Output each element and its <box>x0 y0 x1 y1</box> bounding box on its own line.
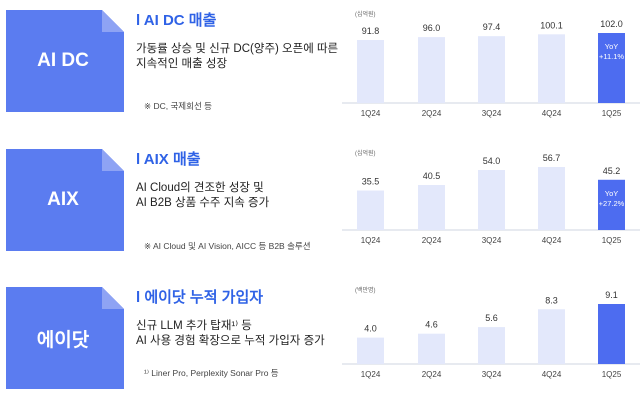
bar-chart-2: (십억원) 35.5 1Q24 40.5 2Q24 54.0 3Q24 56.7 4Q24 45.… <box>342 149 640 245</box>
yoy-label: +11.1% <box>599 52 624 61</box>
value-label: 4.0 <box>364 324 377 334</box>
bar <box>598 33 625 103</box>
description-line: AI Cloud의 견조한 성장 및 <box>136 182 264 194</box>
category-tab-label: AIX <box>47 189 79 210</box>
description-line: AI B2B 상품 수주 지속 증가 <box>136 197 270 209</box>
category-label: 1Q25 <box>602 109 622 118</box>
category-tab-label: 에이닷 <box>36 329 90 351</box>
description-line: AI 사용 경험 확장으로 누적 가입자 증가 <box>136 335 325 347</box>
category-label: 4Q24 <box>542 109 562 118</box>
footnote: ¹⁾ Liner Pro, Perplexity Sonar Pro 등 <box>144 368 279 378</box>
section-title: l AIX 매출 <box>136 151 201 168</box>
category-label: 2Q24 <box>422 370 442 379</box>
bar <box>538 34 565 103</box>
description-line: 가동률 상승 및 신규 DC(양주) 오픈에 따른 <box>136 43 339 55</box>
category-tab: AI DC <box>6 10 126 112</box>
bar-chart-3: (백만명) 4.0 1Q24 4.6 2Q24 5.6 3Q24 8.3 4Q24 9.1 1Q25 <box>342 286 640 379</box>
value-label: 8.3 <box>545 295 558 305</box>
value-label: 56.7 <box>543 153 561 163</box>
category-label: 4Q24 <box>542 236 562 245</box>
section-description: AI Cloud의 견조한 성장 및 AI B2B 상품 수주 지속 증가 <box>136 181 346 211</box>
value-label: 54.0 <box>483 156 501 166</box>
yoy-label: +27.2% <box>599 199 625 208</box>
value-label: 97.4 <box>483 22 501 32</box>
yoy-label: YoY <box>605 42 619 51</box>
bar <box>357 190 384 230</box>
bar <box>357 40 384 103</box>
value-label: 4.6 <box>425 320 438 330</box>
bar <box>538 167 565 230</box>
bar <box>478 327 505 364</box>
panel-2: AIX l AIX 매출 AI Cloud의 견조한 성장 및 AI B2B 상품 수… <box>0 139 640 264</box>
value-label: 91.8 <box>362 26 380 36</box>
category-label: 3Q24 <box>482 109 502 118</box>
bar <box>478 36 505 104</box>
section-title: l 에이닷 누적 가입자 <box>136 289 264 306</box>
bar <box>357 337 384 364</box>
footnote: ※ AI Cloud 및 AI Vision, AICC 등 B2B 솔루션 <box>144 241 311 251</box>
footnote: ※ DC, 국제회선 등 <box>144 101 212 111</box>
description-line: 신규 LLM 추가 탑재¹⁾ 등 <box>136 320 252 332</box>
category-label: 1Q25 <box>602 370 622 379</box>
description-line: 지속적인 매출 성장 <box>136 58 228 70</box>
category-label: 4Q24 <box>542 370 562 379</box>
section-title: l AI DC 매출 <box>136 12 217 29</box>
value-label: 96.0 <box>423 23 441 33</box>
value-label: 100.1 <box>540 20 563 30</box>
bar <box>478 170 505 230</box>
bar <box>598 179 625 230</box>
category-label: 2Q24 <box>422 109 442 118</box>
bar <box>418 333 445 364</box>
category-label: 1Q24 <box>361 370 381 379</box>
category-label: 1Q24 <box>361 109 381 118</box>
section-description: 신규 LLM 추가 탑재¹⁾ 등 AI 사용 경험 확장으로 누적 가입자 증가 <box>136 319 346 349</box>
value-label: 45.2 <box>603 166 621 176</box>
value-label: 35.5 <box>362 177 380 187</box>
bar <box>418 185 445 230</box>
category-tab: 에이닷 <box>6 287 126 389</box>
category-tab-label: AI DC <box>37 50 89 71</box>
category-tab: AIX <box>6 149 126 251</box>
bar <box>418 37 445 103</box>
yoy-label: YoY <box>605 189 619 198</box>
value-label: 40.5 <box>423 171 441 181</box>
bar-chart-1: (십억원) 91.8 1Q24 96.0 2Q24 97.4 3Q24 100.1 4Q24 10… <box>342 10 640 118</box>
unit-label: (십억원) <box>355 149 376 157</box>
category-label: 3Q24 <box>482 236 502 245</box>
value-label: 9.1 <box>605 290 618 300</box>
value-label: 102.0 <box>600 19 623 29</box>
category-label: 3Q24 <box>482 370 502 379</box>
bar <box>598 304 625 364</box>
value-label: 5.6 <box>485 313 498 323</box>
category-label: 1Q25 <box>602 236 622 245</box>
bar <box>538 309 565 364</box>
category-label: 1Q24 <box>361 236 381 245</box>
unit-label: (백만명) <box>355 286 376 294</box>
unit-label: (십억원) <box>355 10 376 18</box>
category-label: 2Q24 <box>422 236 442 245</box>
